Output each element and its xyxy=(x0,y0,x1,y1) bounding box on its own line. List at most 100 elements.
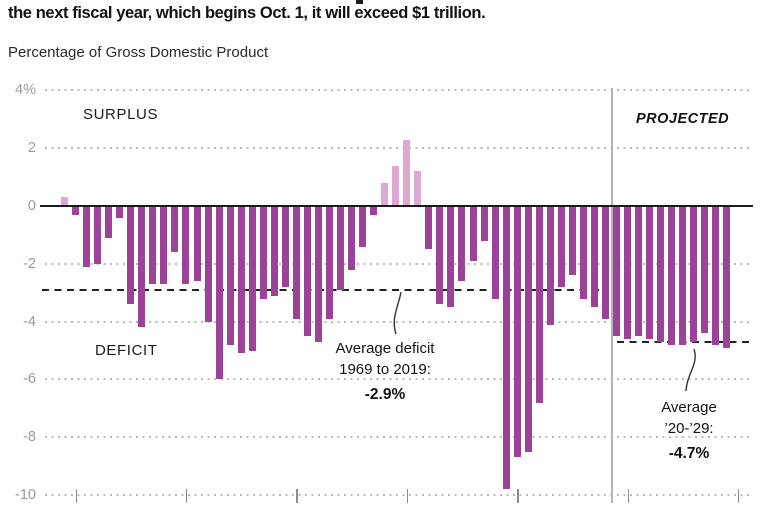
bar-2010 xyxy=(513,206,521,458)
bar-2014 xyxy=(557,206,565,287)
bar-2016 xyxy=(579,206,587,299)
bar-1999 xyxy=(392,165,400,206)
bar-1993 xyxy=(326,206,333,319)
surplus-label: SURPLUS xyxy=(83,106,159,123)
x-tick-2020 xyxy=(627,489,629,503)
bar-1992 xyxy=(314,206,322,342)
x-tick-2000 xyxy=(406,489,409,503)
bar-2000 xyxy=(403,139,411,206)
bar-2002 xyxy=(425,206,433,250)
gridline xyxy=(45,147,753,149)
y-axis-label: -6 xyxy=(23,371,36,387)
bar-1980 xyxy=(182,206,190,284)
bar-1994 xyxy=(337,206,344,290)
bar-2020 xyxy=(624,206,631,339)
bar-2017 xyxy=(590,206,598,308)
projected-avg-connector xyxy=(685,348,696,392)
projected-label: PROJECTED xyxy=(636,111,730,127)
bar-2006 xyxy=(469,206,477,261)
bar-1995 xyxy=(348,206,355,270)
bar-2025 xyxy=(679,206,687,345)
y-axis-label: -10 xyxy=(15,487,36,503)
bar-1977 xyxy=(149,206,157,284)
historical-avg-connector xyxy=(393,291,402,335)
bar-2028 xyxy=(712,206,720,345)
historical-average-annotation: Average deficit 1969 to 2019: -2.9% xyxy=(305,338,465,405)
bar-1971 xyxy=(83,206,91,267)
bar-1986 xyxy=(248,206,256,351)
bar-1984 xyxy=(226,206,234,345)
bar-2023 xyxy=(657,206,665,342)
bar-1988 xyxy=(270,206,278,296)
deficit-label: DEFICIT xyxy=(95,342,158,359)
bar-2012 xyxy=(535,206,543,403)
bar-2024 xyxy=(668,206,676,345)
bar-2011 xyxy=(524,206,532,452)
historical-average-line xyxy=(42,289,608,291)
headline: the next fiscal year, which begins Oct. … xyxy=(8,4,486,22)
bar-1970 xyxy=(72,206,79,215)
cropped-text-fragment xyxy=(356,0,363,4)
gridline xyxy=(45,494,753,496)
bar-1978 xyxy=(160,206,168,284)
bar-1979 xyxy=(171,206,179,253)
y-axis-label: 2 xyxy=(27,140,36,156)
chart-subtitle: Percentage of Gross Domestic Product xyxy=(8,44,269,61)
bar-1985 xyxy=(237,206,245,354)
bar-2015 xyxy=(568,206,576,276)
zero-baseline xyxy=(40,205,753,207)
bar-1981 xyxy=(193,206,201,282)
bar-2009 xyxy=(502,206,510,490)
bar-2027 xyxy=(701,206,709,334)
bar-2004 xyxy=(447,206,455,308)
bar-2007 xyxy=(480,206,488,241)
bar-2026 xyxy=(690,206,698,342)
projection-divider-line xyxy=(611,88,613,503)
bar-1974 xyxy=(116,206,124,218)
bar-1983 xyxy=(215,206,223,380)
gridline xyxy=(45,263,753,265)
bar-1987 xyxy=(259,206,267,299)
bar-1973 xyxy=(105,206,113,238)
x-tick-2030 xyxy=(737,489,740,503)
annotation-value: -4.7% xyxy=(668,445,710,462)
bar-1969 xyxy=(61,197,68,206)
bar-1972 xyxy=(94,206,102,264)
x-tick-1970 xyxy=(75,489,77,503)
bar-1990 xyxy=(292,206,300,319)
gridline xyxy=(45,436,753,438)
bar-2019 xyxy=(613,206,620,336)
x-tick-2010 xyxy=(517,489,519,503)
bar-1989 xyxy=(281,206,289,287)
y-axis-label: 4% xyxy=(15,82,36,98)
bar-1991 xyxy=(303,206,311,336)
y-axis-label: -4 xyxy=(23,314,36,330)
bar-1975 xyxy=(127,206,135,305)
y-axis-label: -8 xyxy=(23,429,36,445)
bar-2021 xyxy=(635,206,643,336)
bar-1998 xyxy=(381,182,389,206)
annotation-line: Average deficit xyxy=(335,340,435,357)
bar-2003 xyxy=(436,206,444,305)
bar-2005 xyxy=(458,206,466,282)
bar-2018 xyxy=(602,206,609,319)
bar-2022 xyxy=(646,206,654,339)
y-axis-label: -2 xyxy=(23,256,36,272)
x-tick-1980 xyxy=(185,489,188,503)
gridline xyxy=(45,89,753,91)
annotation-line: Average xyxy=(661,399,717,416)
bar-2013 xyxy=(546,206,554,325)
x-tick-1990 xyxy=(296,489,298,503)
y-axis-label: 0 xyxy=(27,198,36,214)
bar-1997 xyxy=(370,206,378,215)
bar-1982 xyxy=(204,206,212,322)
bar-1996 xyxy=(359,206,367,247)
annotation-value: -2.9% xyxy=(364,386,406,403)
projected-average-annotation: Average ’20-’29: -4.7% xyxy=(629,397,749,464)
annotation-line: 1969 to 2019: xyxy=(339,361,431,378)
annotation-line: ’20-’29: xyxy=(664,420,714,437)
bar-2029 xyxy=(723,206,731,348)
bar-2001 xyxy=(414,171,422,206)
